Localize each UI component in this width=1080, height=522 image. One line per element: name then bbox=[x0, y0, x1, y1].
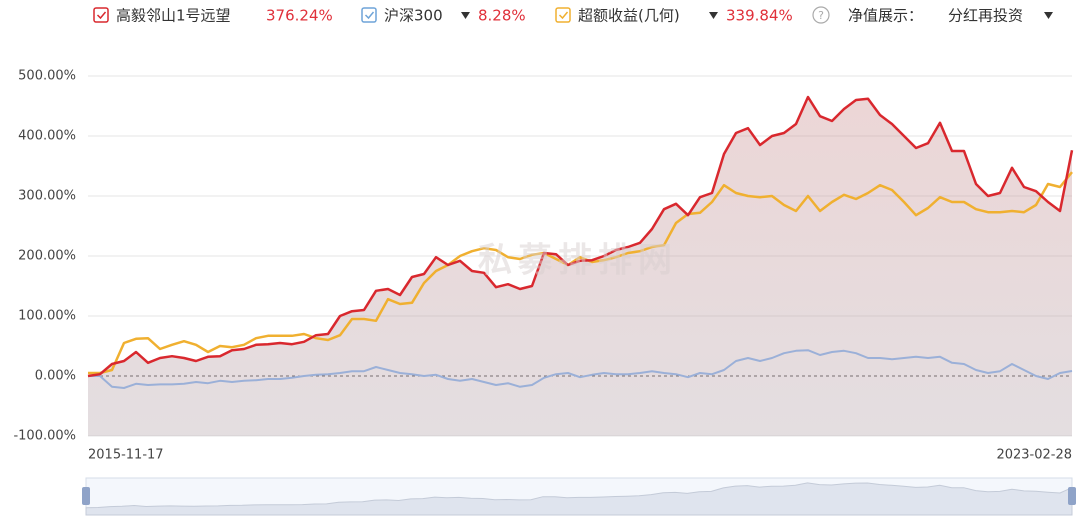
y-tick-label: -100.00% bbox=[13, 429, 76, 444]
legend-value: 8.28% bbox=[478, 7, 526, 25]
y-tick-label: 500.00% bbox=[18, 69, 76, 84]
display-mode-value[interactable]: 分红再投资 bbox=[948, 7, 1023, 25]
legend-label[interactable]: 高毅邻山1号远望 bbox=[116, 7, 231, 25]
legend-label[interactable]: 沪深300 bbox=[384, 7, 443, 25]
legend-checkbox[interactable] bbox=[361, 7, 377, 23]
y-tick-label: 0.00% bbox=[35, 369, 76, 384]
area bbox=[88, 97, 1072, 436]
y-tick-label: 100.00% bbox=[18, 309, 76, 324]
navigator-handle[interactable] bbox=[82, 487, 1076, 505]
series-line bbox=[87, 95, 1074, 378]
legend-value: 339.84% bbox=[726, 7, 793, 25]
dropdown-arrow[interactable] bbox=[1044, 12, 1053, 19]
dropdown-arrow[interactable] bbox=[709, 12, 718, 19]
legend-checkbox[interactable] bbox=[555, 7, 571, 23]
y-tick-label: 200.00% bbox=[18, 249, 76, 264]
y-tick-label: 400.00% bbox=[18, 129, 76, 144]
x-tick-label: 2023-02-28 bbox=[996, 448, 1072, 463]
watermark: 私募排排网 bbox=[478, 241, 678, 281]
y-tick-label: 300.00% bbox=[18, 189, 76, 204]
help-icon[interactable]: ? bbox=[812, 6, 830, 24]
display-mode-label: 净值展示： bbox=[848, 7, 923, 25]
svg-text:?: ? bbox=[818, 9, 824, 22]
legend-value: 376.24% bbox=[266, 7, 333, 25]
legend-label[interactable]: 超额收益(几何) bbox=[578, 7, 680, 25]
legend: 高毅邻山1号远望 376.24% 沪深300 8.28% 超额收益(几何) 33… bbox=[93, 6, 1053, 25]
legend-checkbox[interactable] bbox=[93, 7, 109, 23]
series-line bbox=[88, 349, 1073, 389]
x-tick-label: 2015-11-17 bbox=[88, 448, 164, 463]
navigator-series bbox=[85, 482, 1073, 516]
series-line bbox=[88, 171, 1073, 375]
dropdown-arrow[interactable] bbox=[461, 12, 470, 19]
navigator-area bbox=[85, 482, 1073, 516]
